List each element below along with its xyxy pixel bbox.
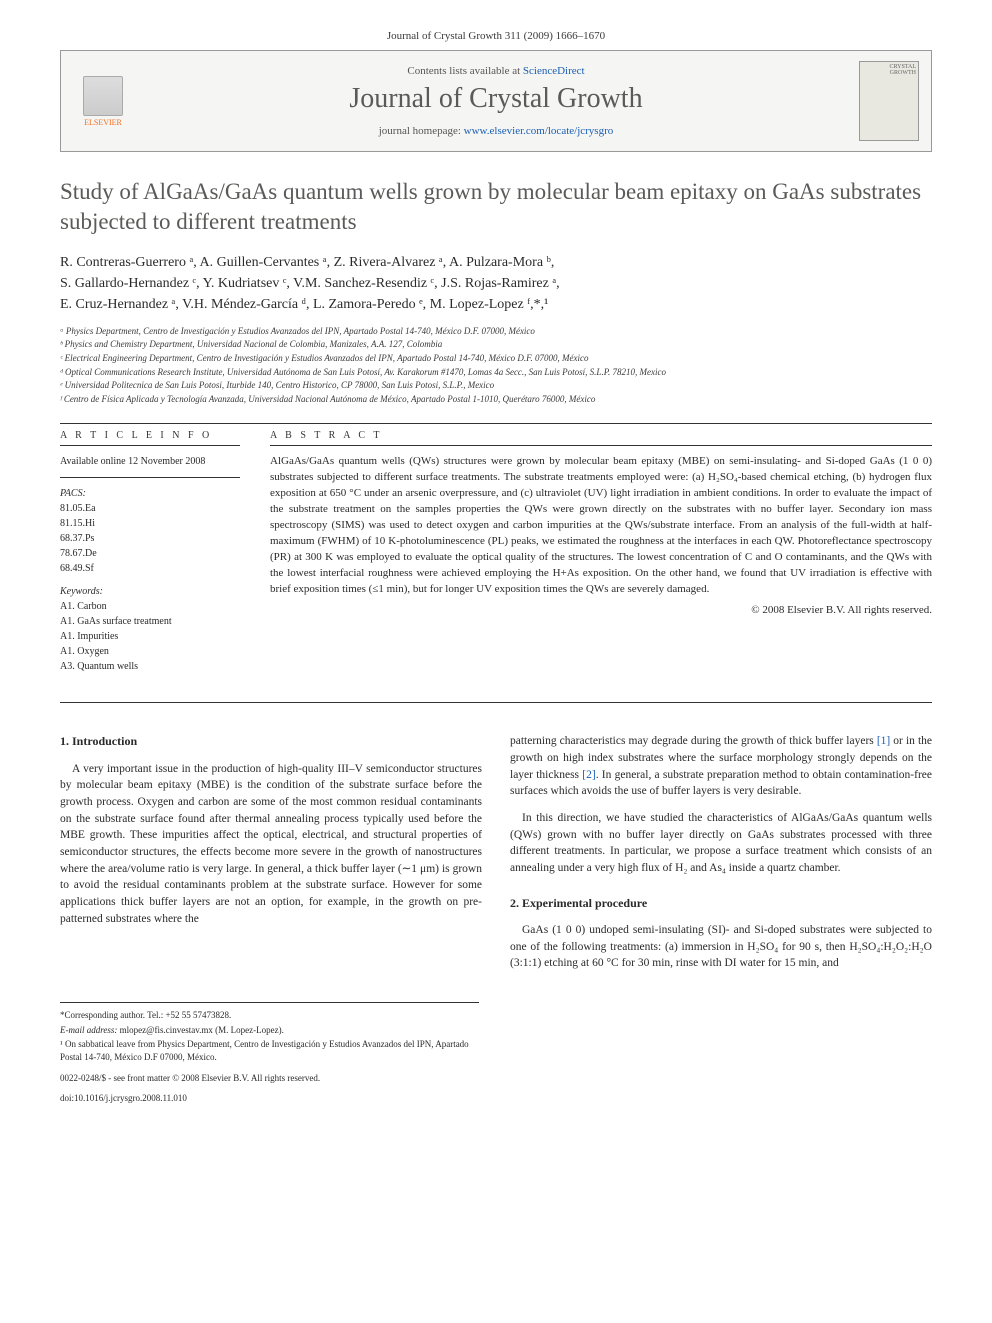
journal-header-box: ELSEVIER Contents lists available at Sci… [60, 50, 932, 152]
journal-title: Journal of Crystal Growth [133, 83, 859, 115]
abstract-text: AlGaAs/GaAs quantum wells (QWs) structur… [270, 454, 932, 597]
keyword-4: A3. Quantum wells [60, 659, 240, 674]
affiliation-b: ᵇ Physics and Chemistry Department, Univ… [60, 338, 932, 351]
elsevier-logo: ELSEVIER [73, 66, 133, 136]
sciencedirect-link[interactable]: ScienceDirect [523, 65, 585, 77]
article-info-column: A R T I C L E I N F O Available online 1… [60, 430, 240, 682]
homepage-line: journal homepage: www.elsevier.com/locat… [133, 125, 859, 137]
article-title: Study of AlGaAs/GaAs quantum wells grown… [60, 177, 932, 237]
ref-1-link[interactable]: [1] [877, 735, 890, 747]
section-1-para-3: In this direction, we have studied the c… [510, 810, 932, 877]
corresponding-author: *Corresponding author. Tel.: +52 55 5747… [60, 1009, 479, 1022]
affiliation-a: ᵃ Physics Department, Centro de Investig… [60, 325, 932, 338]
authors-line-1: R. Contreras-Guerrero ᵃ, A. Guillen-Cerv… [60, 252, 932, 273]
body-columns: 1. Introduction A very important issue i… [60, 733, 932, 982]
contents-line: Contents lists available at ScienceDirec… [133, 65, 859, 77]
section-1-para-1: A very important issue in the production… [60, 761, 482, 928]
homepage-label: journal homepage: [379, 125, 461, 137]
pacs-1: 81.15.Hi [60, 516, 240, 531]
pacs-block: PACS: 81.05.Ea 81.15.Hi 68.37.Ps 78.67.D… [60, 486, 240, 576]
authors-line-3: E. Cruz-Hernandez ᵃ, V.H. Méndez-García … [60, 294, 932, 315]
keyword-0: A1. Carbon [60, 599, 240, 614]
info-divider-1 [60, 445, 240, 446]
page-citation: Journal of Crystal Growth 311 (2009) 166… [60, 30, 932, 42]
abstract-heading: A B S T R A C T [270, 430, 932, 441]
footnote-1: ¹ On sabbatical leave from Physics Depar… [60, 1038, 479, 1063]
authors-block: R. Contreras-Guerrero ᵃ, A. Guillen-Cerv… [60, 252, 932, 315]
pacs-4: 68.49.Sf [60, 561, 240, 576]
section-2-para-1: GaAs (1 0 0) undoped semi-insulating (SI… [510, 922, 932, 972]
doi-line: doi:10.1016/j.jcrysgro.2008.11.010 [60, 1092, 479, 1105]
divider-top [60, 423, 932, 424]
keyword-3: A1. Oxygen [60, 644, 240, 659]
left-column: 1. Introduction A very important issue i… [60, 733, 482, 982]
elsevier-tree-icon [83, 76, 123, 116]
section-1-heading: 1. Introduction [60, 733, 482, 750]
abstract-divider [270, 445, 932, 446]
pacs-3: 78.67.De [60, 546, 240, 561]
affiliation-d: ᵈ Optical Communications Research Instit… [60, 366, 932, 379]
copyright-line: 0022-0248/$ - see front matter © 2008 El… [60, 1072, 479, 1085]
footnotes-block: *Corresponding author. Tel.: +52 55 5747… [60, 1002, 479, 1105]
email-line: E-mail address: mlopez@fis.cinvestav.mx … [60, 1024, 479, 1037]
journal-cover-thumbnail: CRYSTAL GROWTH [859, 61, 919, 141]
pacs-0: 81.05.Ea [60, 501, 240, 516]
contents-label: Contents lists available at [407, 65, 520, 77]
section-1-para-2: patterning characteristics may degrade d… [510, 733, 932, 800]
ref-2-link[interactable]: [2] [582, 769, 595, 781]
affiliation-c: ᶜ Electrical Engineering Department, Cen… [60, 352, 932, 365]
publisher-name: ELSEVIER [84, 118, 122, 127]
info-abstract-row: A R T I C L E I N F O Available online 1… [60, 430, 932, 682]
pacs-label: PACS: [60, 488, 86, 499]
pacs-2: 68.37.Ps [60, 531, 240, 546]
authors-line-2: S. Gallardo-Hernandez ᶜ, Y. Kudriatsev ᶜ… [60, 273, 932, 294]
journal-center-block: Contents lists available at ScienceDirec… [133, 65, 859, 137]
p2-text-a: patterning characteristics may degrade d… [510, 735, 877, 747]
section-2-heading: 2. Experimental procedure [510, 895, 932, 912]
affiliations-block: ᵃ Physics Department, Centro de Investig… [60, 325, 932, 406]
affiliation-e: ᵉ Universidad Politecnica de San Luis Po… [60, 379, 932, 392]
article-info-body: Available online 12 November 2008 PACS: … [60, 454, 240, 674]
keywords-label: Keywords: [60, 586, 103, 597]
keyword-1: A1. GaAs surface treatment [60, 614, 240, 629]
divider-bottom [60, 702, 932, 703]
article-info-heading: A R T I C L E I N F O [60, 430, 240, 441]
abstract-column: A B S T R A C T AlGaAs/GaAs quantum well… [270, 430, 932, 682]
email-address: mlopez@fis.cinvestav.mx (M. Lopez-Lopez)… [120, 1025, 284, 1035]
right-column: patterning characteristics may degrade d… [510, 733, 932, 982]
email-label: E-mail address: [60, 1025, 117, 1035]
abstract-copyright: © 2008 Elsevier B.V. All rights reserved… [270, 604, 932, 616]
homepage-link[interactable]: www.elsevier.com/locate/jcrysgro [464, 125, 614, 137]
keyword-2: A1. Impurities [60, 629, 240, 644]
affiliation-f: ᶠ Centro de Física Aplicada y Tecnología… [60, 393, 932, 406]
keywords-block: Keywords: A1. Carbon A1. GaAs surface tr… [60, 584, 240, 674]
available-online: Available online 12 November 2008 [60, 454, 240, 469]
info-divider-2 [60, 477, 240, 478]
